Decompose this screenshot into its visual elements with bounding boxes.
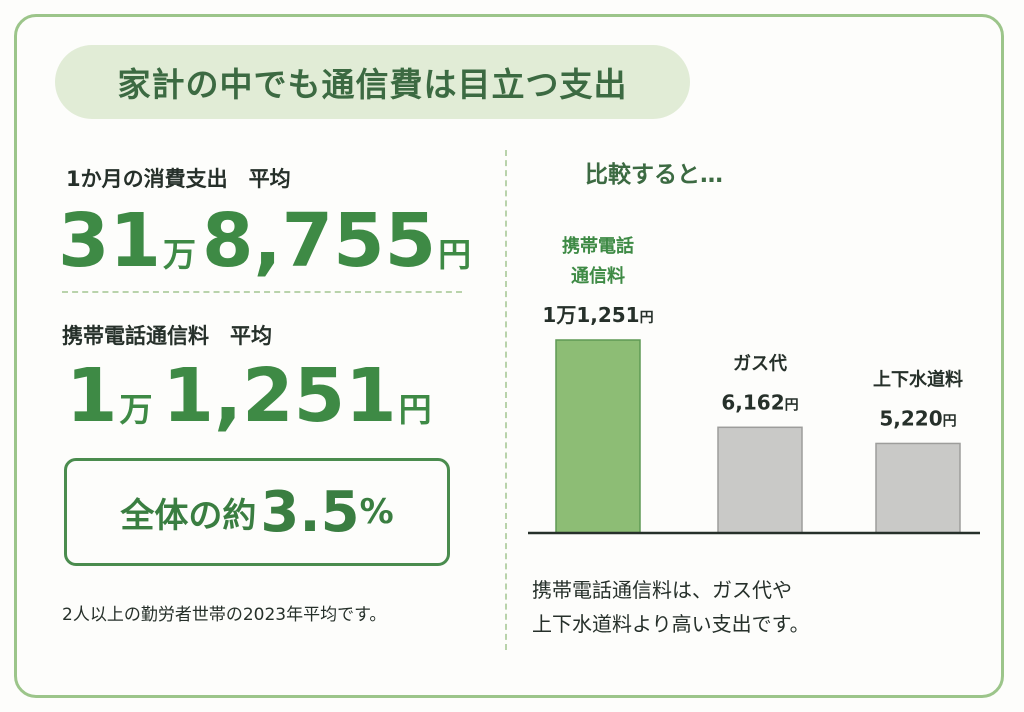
source-note: 2人以上の勤労者世帯の2023年平均です。 (62, 605, 387, 625)
value-label-2: 6,162円 (721, 390, 798, 414)
value-label-3: 5,220円 (879, 406, 956, 430)
mobile-man-unit: 万 (119, 390, 153, 429)
caption-line-1: 携帯電話通信料は、ガス代や (532, 578, 792, 602)
total-rest-value: 8,755 (201, 198, 437, 284)
value-unit-2: 円 (785, 397, 799, 413)
value-label-1: 1万1,251円 (542, 303, 653, 327)
bar-1 (555, 339, 641, 534)
total-value: 31万8,755円 (58, 204, 471, 278)
mobile-yen-unit: 円 (398, 390, 432, 429)
total-label: 1か月の消費支出 平均 (66, 167, 291, 191)
mobile-rest-value: 1,251 (162, 353, 397, 439)
mobile-label: 携帯電話通信料 平均 (62, 324, 272, 348)
category-label-3: 上下水道料 (873, 368, 963, 390)
mobile-value: 1万 1,251円 (66, 359, 432, 433)
headline-banner: 家計の中でも通信費は目立つ支出 (55, 45, 690, 119)
share-prefix: 全体の約 (120, 495, 257, 536)
bar-3 (875, 442, 961, 534)
caption-line-2: 上下水道料より高い支出です。 (532, 612, 810, 636)
headline-text: 家計の中でも通信費は目立つ支出 (117, 65, 628, 104)
left-divider (62, 291, 462, 293)
total-man-value: 31 (58, 198, 161, 284)
bar-2 (717, 426, 803, 534)
value-number-2: 6,162 (721, 390, 784, 414)
share-unit: % (359, 492, 394, 532)
mobile-man-value: 1 (66, 353, 118, 439)
value-number-3: 5,220 (879, 406, 942, 430)
infographic-card (14, 14, 1004, 698)
total-man-unit: 万 (162, 235, 196, 274)
value-number-1: 1万1,251 (542, 303, 639, 327)
total-yen-unit: 円 (438, 235, 472, 274)
category-label-1-line-2: 通信料 (571, 265, 625, 287)
share-box: 全体の約 3.5% (64, 458, 450, 566)
compare-title: 比較すると… (585, 162, 723, 188)
category-label-1-line-1: 携帯電話 (562, 235, 634, 257)
value-unit-1: 円 (640, 310, 654, 326)
column-divider (505, 150, 507, 650)
chart-caption: 携帯電話通信料は、ガス代や 上下水道料より高い支出です。 (532, 573, 810, 641)
category-label-2: ガス代 (733, 353, 787, 374)
share-value: 3.5 (260, 479, 360, 545)
value-unit-3: 円 (943, 413, 957, 429)
